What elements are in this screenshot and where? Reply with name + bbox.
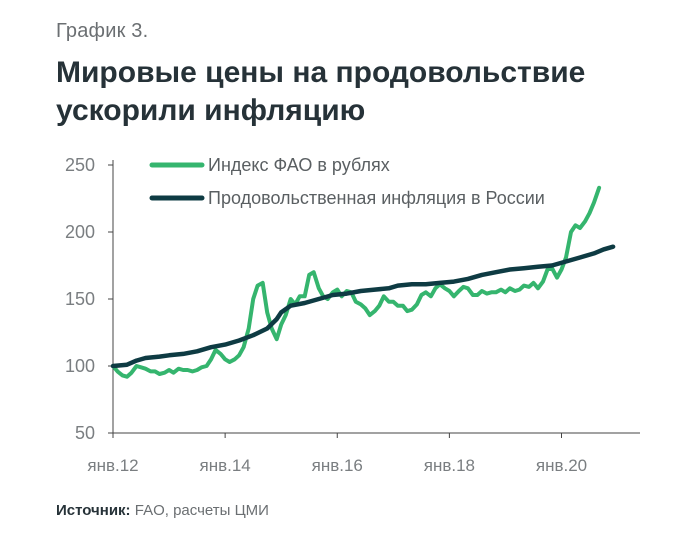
x-tick-label: янв.12 bbox=[87, 456, 138, 475]
y-tick-label: 100 bbox=[65, 356, 95, 376]
y-tick-label: 150 bbox=[65, 289, 95, 309]
legend-label-fao: Индекс ФАО в рублях bbox=[208, 155, 390, 175]
x-tick-label: янв.14 bbox=[199, 456, 250, 475]
series-line-inflation bbox=[110, 244, 616, 369]
chart-title: Мировые цены на продовольствие ускорили … bbox=[56, 56, 586, 127]
y-tick-label: 250 bbox=[65, 155, 95, 175]
y-tick-label: 50 bbox=[75, 423, 95, 443]
x-tick-label: янв.20 bbox=[536, 456, 587, 475]
y-tick-label: 200 bbox=[65, 222, 95, 242]
source-note: Источник: FAO, расчеты ЦМИ bbox=[56, 502, 269, 519]
figure-label: График 3. bbox=[56, 20, 149, 42]
source-label: Источник: bbox=[56, 502, 131, 519]
series-line-fao bbox=[111, 185, 602, 379]
legend-label-inflation: Продовольственная инфляция в России bbox=[208, 188, 545, 208]
source-text: FAO, расчеты ЦМИ bbox=[134, 502, 269, 519]
x-tick-label: янв.18 bbox=[424, 456, 475, 475]
x-tick-label: янв.16 bbox=[312, 456, 363, 475]
chart-area: 50 100 150 200 250 янв.12 янв.14 янв.16 янв.18 ян… bbox=[65, 155, 640, 475]
